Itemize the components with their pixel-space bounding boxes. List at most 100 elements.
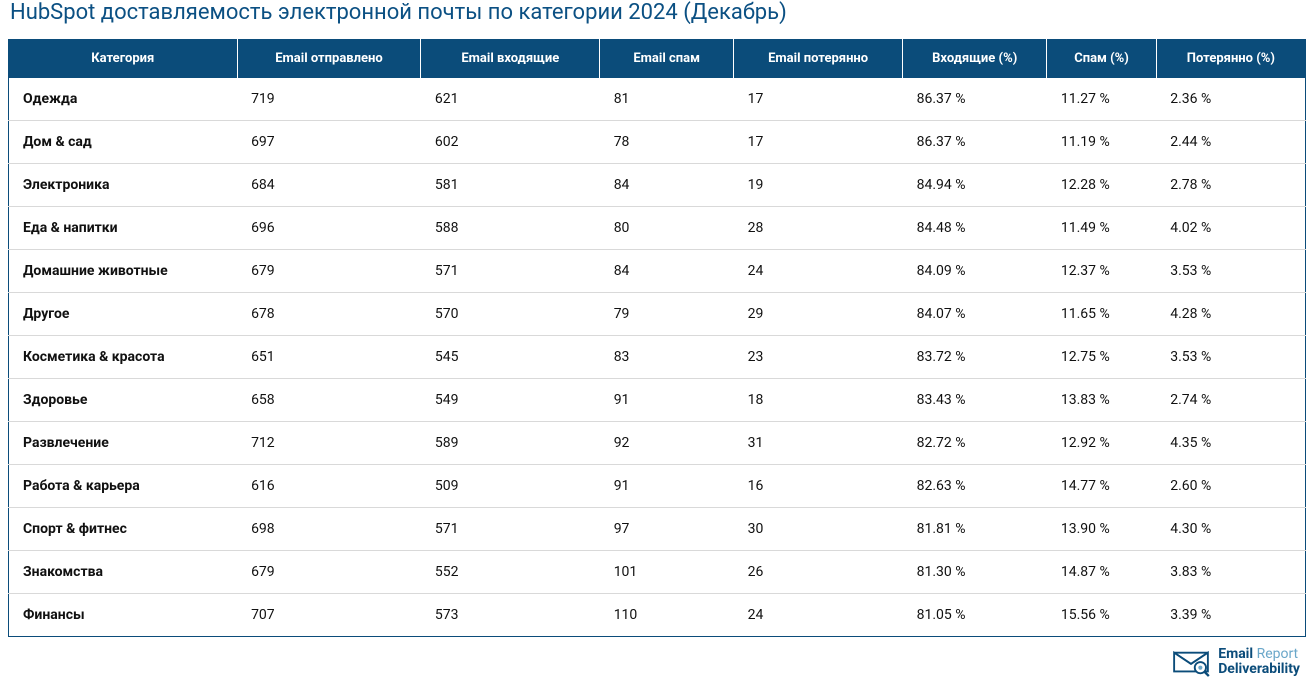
cell-value: 621 bbox=[421, 78, 600, 121]
cell-value: 2.36 % bbox=[1156, 78, 1305, 121]
cell-value: 678 bbox=[237, 293, 421, 336]
cell-value: 81.81 % bbox=[903, 508, 1047, 551]
cell-category: Домашние животные bbox=[9, 250, 238, 293]
envelope-magnifier-icon bbox=[1172, 647, 1210, 677]
cell-value: 101 bbox=[600, 551, 734, 594]
cell-value: 24 bbox=[734, 250, 903, 293]
col-spam: Email спам bbox=[600, 39, 734, 78]
cell-value: 684 bbox=[237, 164, 421, 207]
cell-value: 83 bbox=[600, 336, 734, 379]
cell-category: Еда & напитки bbox=[9, 207, 238, 250]
cell-value: 658 bbox=[237, 379, 421, 422]
cell-value: 509 bbox=[421, 465, 600, 508]
cell-value: 679 bbox=[237, 551, 421, 594]
cell-value: 26 bbox=[734, 551, 903, 594]
cell-value: 2.44 % bbox=[1156, 121, 1305, 164]
cell-value: 11.19 % bbox=[1047, 121, 1156, 164]
col-lost: Email потерянно bbox=[734, 39, 903, 78]
cell-value: 571 bbox=[421, 250, 600, 293]
cell-category: Косметика & красота bbox=[9, 336, 238, 379]
cell-value: 4.30 % bbox=[1156, 508, 1305, 551]
cell-category: Финансы bbox=[9, 594, 238, 637]
col-inbox: Email входящие bbox=[421, 39, 600, 78]
table-row: Электроника684581841984.94 %12.28 %2.78 … bbox=[9, 164, 1306, 207]
cell-value: 31 bbox=[734, 422, 903, 465]
cell-value: 86.37 % bbox=[903, 121, 1047, 164]
cell-category: Развлечение bbox=[9, 422, 238, 465]
cell-value: 84.09 % bbox=[903, 250, 1047, 293]
cell-value: 80 bbox=[600, 207, 734, 250]
cell-value: 11.65 % bbox=[1047, 293, 1156, 336]
cell-category: Работа & карьера bbox=[9, 465, 238, 508]
cell-category: Дом & сад bbox=[9, 121, 238, 164]
footer: Email Report Deliverability bbox=[8, 637, 1306, 677]
table-row: Домашние животные679571842484.09 %12.37 … bbox=[9, 250, 1306, 293]
cell-value: 3.39 % bbox=[1156, 594, 1305, 637]
cell-value: 602 bbox=[421, 121, 600, 164]
cell-value: 83.72 % bbox=[903, 336, 1047, 379]
cell-value: 83.43 % bbox=[903, 379, 1047, 422]
cell-value: 110 bbox=[600, 594, 734, 637]
logo-word-report: Report bbox=[1253, 646, 1298, 662]
cell-value: 4.02 % bbox=[1156, 207, 1305, 250]
cell-value: 2.78 % bbox=[1156, 164, 1305, 207]
cell-value: 581 bbox=[421, 164, 600, 207]
cell-category: Другое bbox=[9, 293, 238, 336]
cell-value: 86.37 % bbox=[903, 78, 1047, 121]
cell-value: 12.37 % bbox=[1047, 250, 1156, 293]
cell-value: 12.75 % bbox=[1047, 336, 1156, 379]
cell-value: 697 bbox=[237, 121, 421, 164]
table-row: Одежда719621811786.37 %11.27 %2.36 % bbox=[9, 78, 1306, 121]
cell-value: 82.72 % bbox=[903, 422, 1047, 465]
table-row: Финансы7075731102481.05 %15.56 %3.39 % bbox=[9, 594, 1306, 637]
cell-category: Спорт & фитнес bbox=[9, 508, 238, 551]
table-row: Косметика & красота651545832383.72 %12.7… bbox=[9, 336, 1306, 379]
cell-value: 84.94 % bbox=[903, 164, 1047, 207]
cell-value: 571 bbox=[421, 508, 600, 551]
cell-value: 17 bbox=[734, 78, 903, 121]
cell-value: 81.30 % bbox=[903, 551, 1047, 594]
cell-value: 19 bbox=[734, 164, 903, 207]
cell-value: 11.27 % bbox=[1047, 78, 1156, 121]
table-row: Еда & напитки696588802884.48 %11.49 %4.0… bbox=[9, 207, 1306, 250]
col-sent: Email отправлено bbox=[237, 39, 421, 78]
cell-value: 16 bbox=[734, 465, 903, 508]
cell-value: 707 bbox=[237, 594, 421, 637]
cell-value: 552 bbox=[421, 551, 600, 594]
cell-value: 4.28 % bbox=[1156, 293, 1305, 336]
col-spam-pct: Спам (%) bbox=[1047, 39, 1156, 78]
cell-value: 573 bbox=[421, 594, 600, 637]
cell-value: 82.63 % bbox=[903, 465, 1047, 508]
cell-value: 13.90 % bbox=[1047, 508, 1156, 551]
cell-value: 12.92 % bbox=[1047, 422, 1156, 465]
cell-value: 589 bbox=[421, 422, 600, 465]
cell-value: 712 bbox=[237, 422, 421, 465]
table-row: Спорт & фитнес698571973081.81 %13.90 %4.… bbox=[9, 508, 1306, 551]
cell-value: 91 bbox=[600, 379, 734, 422]
cell-value: 2.74 % bbox=[1156, 379, 1305, 422]
cell-value: 616 bbox=[237, 465, 421, 508]
table-row: Знакомства6795521012681.30 %14.87 %3.83 … bbox=[9, 551, 1306, 594]
table-row: Дом & сад697602781786.37 %11.19 %2.44 % bbox=[9, 121, 1306, 164]
cell-value: 3.53 % bbox=[1156, 250, 1305, 293]
cell-value: 28 bbox=[734, 207, 903, 250]
cell-value: 588 bbox=[421, 207, 600, 250]
cell-value: 78 bbox=[600, 121, 734, 164]
page-title: HubSpot доставляемость электронной почты… bbox=[8, 0, 1306, 25]
table-row: Другое678570792984.07 %11.65 %4.28 % bbox=[9, 293, 1306, 336]
cell-value: 18 bbox=[734, 379, 903, 422]
cell-value: 79 bbox=[600, 293, 734, 336]
cell-value: 15.56 % bbox=[1047, 594, 1156, 637]
cell-value: 81 bbox=[600, 78, 734, 121]
table-header-row: Категория Email отправлено Email входящи… bbox=[9, 39, 1306, 78]
table-row: Развлечение712589923182.72 %12.92 %4.35 … bbox=[9, 422, 1306, 465]
cell-value: 97 bbox=[600, 508, 734, 551]
cell-category: Здоровье bbox=[9, 379, 238, 422]
cell-value: 12.28 % bbox=[1047, 164, 1156, 207]
col-category: Категория bbox=[9, 39, 238, 78]
footer-logo-text: Email Report Deliverability bbox=[1218, 647, 1300, 676]
logo-word-email: Email bbox=[1218, 646, 1253, 662]
cell-value: 570 bbox=[421, 293, 600, 336]
cell-value: 2.60 % bbox=[1156, 465, 1305, 508]
cell-value: 679 bbox=[237, 250, 421, 293]
